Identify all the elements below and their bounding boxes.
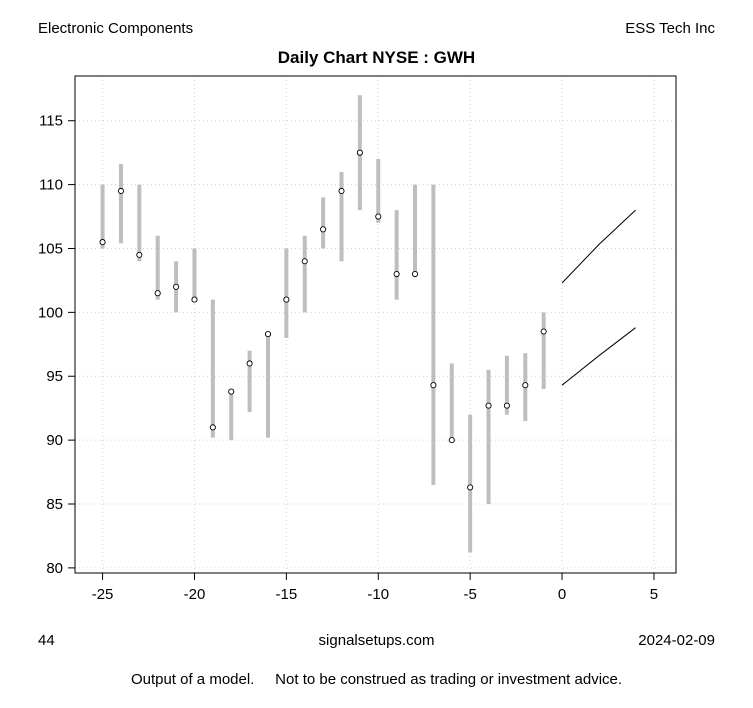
point-layer xyxy=(99,149,547,491)
footer-disclaimer: Output of a model. Not to be construed a… xyxy=(130,671,623,688)
x-tick-label: -10 xyxy=(367,586,389,603)
header-sector: Electronic Components xyxy=(38,20,194,37)
close-point xyxy=(246,360,253,367)
y-tick-label: 110 xyxy=(39,177,63,194)
x-tick-label: -20 xyxy=(184,586,206,603)
grid-layer xyxy=(75,76,676,573)
close-point xyxy=(448,437,455,444)
close-point xyxy=(503,402,510,409)
y-tick-label: 115 xyxy=(39,113,63,130)
y-tick-label: 90 xyxy=(46,432,63,449)
close-point xyxy=(173,283,180,290)
close-point xyxy=(467,484,474,491)
close-point xyxy=(393,270,400,278)
x-tick-label: -5 xyxy=(463,586,476,603)
x-tick-label: -25 xyxy=(92,586,114,603)
close-point xyxy=(264,331,272,338)
close-point xyxy=(540,328,547,335)
close-point xyxy=(375,213,382,220)
y-tick-label: 85 xyxy=(46,496,63,513)
projection-layer xyxy=(561,209,636,386)
close-point xyxy=(485,402,492,409)
close-point xyxy=(430,382,437,389)
footer-site: signalsetups.com xyxy=(318,632,435,649)
axis-layer: -25 -20 -15 -10 -5 0 5 80 85 90 95 100 105 110 115 xyxy=(38,113,658,603)
y-tick-label: 80 xyxy=(46,560,63,577)
close-point xyxy=(228,388,235,395)
close-point xyxy=(209,424,216,431)
footer-count: 44 xyxy=(38,632,55,649)
footer-date: 2024-02-09 xyxy=(638,632,715,649)
x-tick-label: 0 xyxy=(558,586,566,603)
plot-frame xyxy=(74,75,677,574)
y-tick-label: 100 xyxy=(38,304,63,321)
x-tick-label: 5 xyxy=(650,586,658,603)
close-point xyxy=(99,239,106,246)
chart-title: Daily Chart NYSE : GWH xyxy=(277,48,476,67)
bar-layer xyxy=(100,95,546,553)
close-point xyxy=(356,149,363,156)
close-point xyxy=(136,251,143,258)
close-point xyxy=(338,187,345,195)
close-point xyxy=(411,270,419,278)
close-point xyxy=(191,296,198,303)
close-point xyxy=(117,187,124,195)
y-tick-label: 105 xyxy=(38,240,63,257)
close-point xyxy=(154,290,161,297)
header-company: ESS Tech Inc xyxy=(625,20,715,37)
close-point xyxy=(522,382,529,389)
close-point xyxy=(320,226,327,233)
projection-lower-line xyxy=(561,327,636,386)
close-point xyxy=(283,296,290,303)
x-tick-label: -15 xyxy=(276,586,298,603)
projection-upper-line xyxy=(561,209,636,284)
close-point xyxy=(301,258,308,265)
y-tick-label: 95 xyxy=(46,368,63,385)
